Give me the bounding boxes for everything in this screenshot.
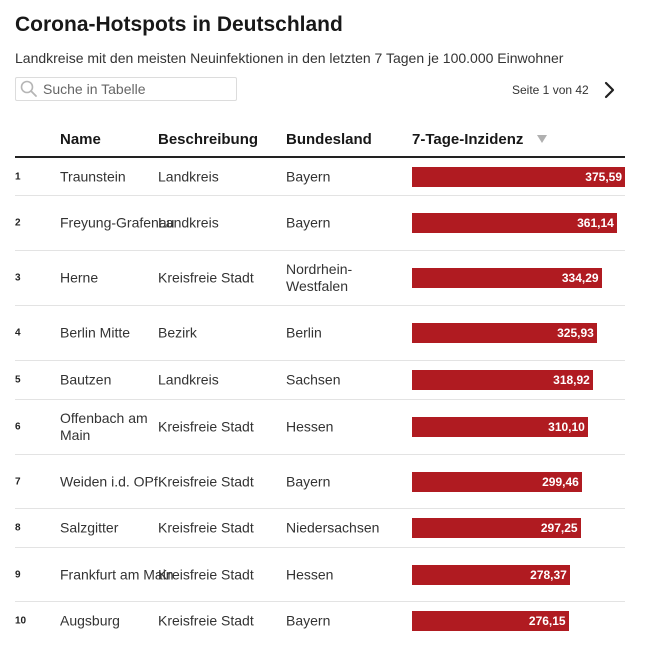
- incidence-label: 375,59: [585, 169, 622, 184]
- incidence-label: 310,10: [548, 420, 585, 434]
- row-rank: 3: [15, 272, 21, 284]
- table-header: Name Beschreibung Bundesland 7-Tage-Inzi…: [15, 120, 625, 158]
- incidence-label: 299,46: [542, 474, 579, 489]
- row-description: Kreisfreie Stadt: [158, 566, 254, 582]
- incidence-label: 318,92: [553, 373, 590, 387]
- table-row: 5 Bautzen Landkreis Sachsen 318,92: [15, 361, 625, 400]
- row-description: Kreisfreie Stadt: [158, 473, 254, 489]
- bar-cell: 334,29: [412, 268, 625, 288]
- row-description: Kreisfreie Stadt: [158, 612, 254, 629]
- row-description: Kreisfreie Stadt: [158, 519, 254, 536]
- incidence-label: 325,93: [557, 326, 594, 340]
- row-name: Bautzen: [60, 371, 112, 388]
- incidence-bar: 276,15: [412, 611, 569, 631]
- row-rank: 7: [15, 476, 21, 487]
- row-name: Weiden i.d. OPf.: [60, 473, 162, 489]
- bar-cell: 310,10: [412, 417, 625, 437]
- incidence-label: 276,15: [528, 614, 566, 628]
- table-row: 4 Berlin Mitte Bezirk Berlin 325,93: [15, 306, 625, 361]
- row-state: Hessen: [286, 566, 334, 582]
- table-row: 6 Offenbach am Main Kreisfreie Stadt Hessen…: [15, 400, 625, 455]
- row-rank: 6: [15, 421, 21, 433]
- row-state: Bayern: [286, 612, 331, 629]
- incidence-bar: 318,92: [412, 370, 593, 390]
- table-row: 1 Traunstein Landkreis Bayern 375,59: [15, 158, 625, 196]
- pagination-info: Seite 1 von 42: [512, 83, 589, 97]
- chevron-right-icon[interactable]: [600, 80, 620, 100]
- page-title: Corona-Hotspots in Deutschland: [15, 13, 343, 36]
- incidence-bar: 361,14: [412, 213, 617, 233]
- row-description: Kreisfreie Stadt: [158, 269, 254, 286]
- incidence-label: 278,37: [530, 567, 567, 582]
- row-state: Sachsen: [286, 371, 341, 388]
- row-rank: 5: [15, 374, 21, 386]
- table-row: 8 Salzgitter Kreisfreie Stadt Niedersachsen…: [15, 509, 625, 548]
- row-name: Herne: [60, 269, 99, 286]
- row-name: Frankfurt am Main: [60, 566, 174, 582]
- incidence-label: 297,25: [540, 521, 578, 535]
- search-box[interactable]: [15, 77, 237, 101]
- search-icon: [20, 80, 37, 97]
- row-rank: 2: [15, 217, 21, 229]
- column-header-state[interactable]: Bundesland: [286, 131, 372, 148]
- sort-down-icon[interactable]: [537, 135, 547, 143]
- bar-cell: 361,14: [412, 213, 625, 233]
- row-rank: 1: [15, 171, 21, 182]
- table-row: 10 Augsburg Kreisfreie Stadt Bayern 276,15: [15, 602, 625, 640]
- row-rank: 4: [15, 327, 21, 339]
- table-row: 7 Weiden i.d. OPf. Kreisfreie Stadt Bayern 2…: [15, 455, 625, 509]
- incidence-label: 334,29: [561, 271, 599, 285]
- row-description: Landkreis: [158, 214, 219, 231]
- bar-cell: 297,25: [412, 518, 625, 538]
- row-state: Berlin: [286, 324, 322, 341]
- row-name: Offenbach am Main: [60, 410, 148, 443]
- column-header-name[interactable]: Name: [60, 131, 101, 148]
- column-header-incidence[interactable]: 7-Tage-Inzidenz: [412, 131, 524, 148]
- column-header-description[interactable]: Beschreibung: [158, 131, 259, 148]
- table-row: 3 Herne Kreisfreie Stadt Nordrhein-Westfale…: [15, 251, 625, 306]
- page-subtitle: Landkreise mit den meisten Neuinfektione…: [15, 50, 564, 66]
- incidence-bar: 297,25: [412, 518, 581, 538]
- search-input[interactable]: [43, 81, 223, 97]
- incidence-label: 361,14: [577, 216, 614, 230]
- incidence-bar: 310,10: [412, 417, 588, 437]
- row-description: Bezirk: [158, 324, 197, 341]
- bar-cell: 318,92: [412, 370, 625, 390]
- incidence-bar: 375,59: [412, 166, 625, 187]
- row-state: Bayern: [286, 473, 331, 489]
- table-row: 9 Frankfurt am Main Kreisfreie Stadt Hessen…: [15, 548, 625, 602]
- incidence-bar: 334,29: [412, 268, 602, 288]
- row-name: Salzgitter: [60, 519, 119, 536]
- row-state: Hessen: [286, 418, 334, 435]
- incidence-bar: 325,93: [412, 323, 597, 343]
- row-rank: 8: [15, 522, 21, 534]
- bar-cell: 276,15: [412, 611, 625, 631]
- row-description: Landkreis: [158, 168, 219, 184]
- row-name: Freyung-Grafenau: [60, 214, 175, 231]
- row-state: Bayern: [286, 214, 331, 231]
- row-name: Augsburg: [60, 612, 120, 629]
- bar-cell: 325,93: [412, 323, 625, 343]
- row-name: Traunstein: [60, 168, 126, 184]
- row-description: Kreisfreie Stadt: [158, 418, 254, 435]
- row-rank: 10: [15, 615, 27, 627]
- row-description: Landkreis: [158, 371, 219, 388]
- incidence-bar: 278,37: [412, 564, 570, 585]
- row-rank: 9: [15, 569, 21, 580]
- bar-cell: 299,46: [412, 471, 625, 492]
- row-state: Bayern: [286, 168, 331, 184]
- bar-cell: 278,37: [412, 564, 625, 585]
- bar-cell: 375,59: [412, 166, 625, 187]
- row-state: Nordrhein-Westfalen: [286, 261, 353, 294]
- row-name: Berlin Mitte: [60, 324, 131, 341]
- row-state: Niedersachsen: [286, 519, 380, 536]
- incidence-bar: 299,46: [412, 471, 582, 492]
- table-row: 2 Freyung-Grafenau Landkreis Bayern 361,14: [15, 196, 625, 251]
